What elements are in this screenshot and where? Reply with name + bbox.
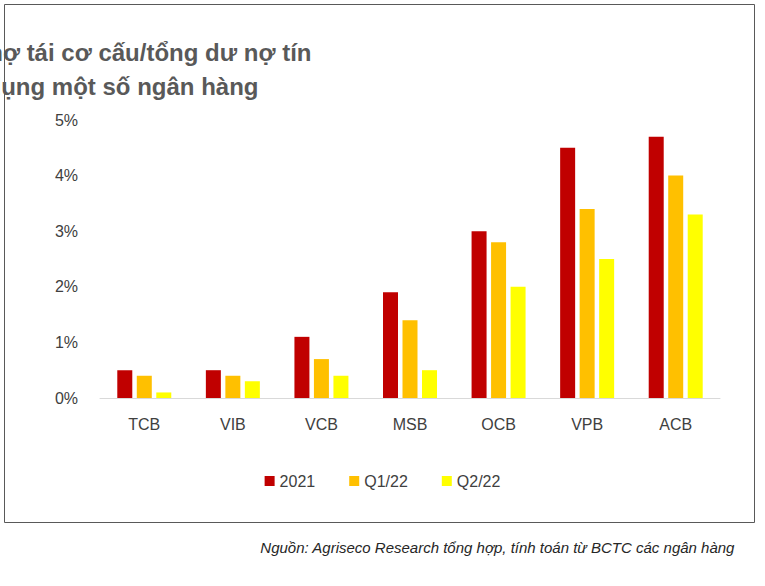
svg-text:4%: 4%: [55, 167, 78, 184]
svg-text:3%: 3%: [55, 223, 78, 240]
svg-text:Q1/22: Q1/22: [364, 473, 408, 490]
svg-text:0%: 0%: [55, 390, 78, 407]
svg-text:Tỷ lệ nợ tái cơ cấu/tổng dư nợ: Tỷ lệ nợ tái cơ cấu/tổng dư nợ tín: [0, 39, 318, 66]
svg-text:ACB: ACB: [659, 416, 692, 433]
svg-text:Nguồn: Agriseco Research tổng: Nguồn: Agriseco Research tổng hợp, tính …: [260, 539, 735, 556]
svg-text:VCB: VCB: [305, 416, 338, 433]
svg-text:VIB: VIB: [220, 416, 246, 433]
svg-text:TCB: TCB: [128, 416, 160, 433]
svg-text:Q2/22: Q2/22: [457, 473, 501, 490]
svg-text:1%: 1%: [55, 334, 78, 351]
svg-text:2021: 2021: [280, 473, 316, 490]
svg-text:VPB: VPB: [571, 416, 603, 433]
svg-text:dụng một số ngân hàng: dụng một số ngân hàng: [0, 73, 258, 100]
svg-text:5%: 5%: [55, 112, 78, 129]
svg-text:2%: 2%: [55, 278, 78, 295]
svg-text:OCB: OCB: [481, 416, 516, 433]
svg-text:MSB: MSB: [393, 416, 428, 433]
